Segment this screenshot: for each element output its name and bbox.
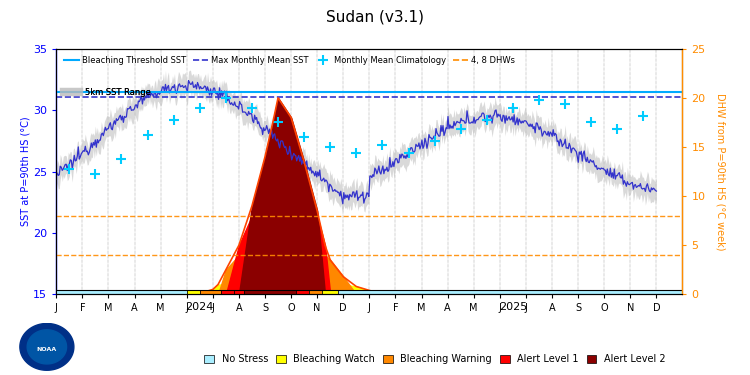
- Y-axis label: SST at P=90th HS (°C): SST at P=90th HS (°C): [20, 117, 30, 226]
- Legend: No Stress, Bleaching Watch, Bleaching Warning, Alert Level 1, Alert Level 2: No Stress, Bleaching Watch, Bleaching Wa…: [200, 351, 670, 368]
- Y-axis label: DHW from P=90th HS (°C week): DHW from P=90th HS (°C week): [715, 93, 725, 251]
- Polygon shape: [27, 330, 67, 364]
- Legend: 5km SST Range: 5km SST Range: [61, 85, 154, 100]
- Text: Sudan (v3.1): Sudan (v3.1): [326, 9, 424, 24]
- Polygon shape: [20, 324, 74, 370]
- Text: NOAA: NOAA: [37, 347, 57, 352]
- Text: 2024: 2024: [185, 302, 214, 312]
- Text: 2025: 2025: [499, 302, 527, 312]
